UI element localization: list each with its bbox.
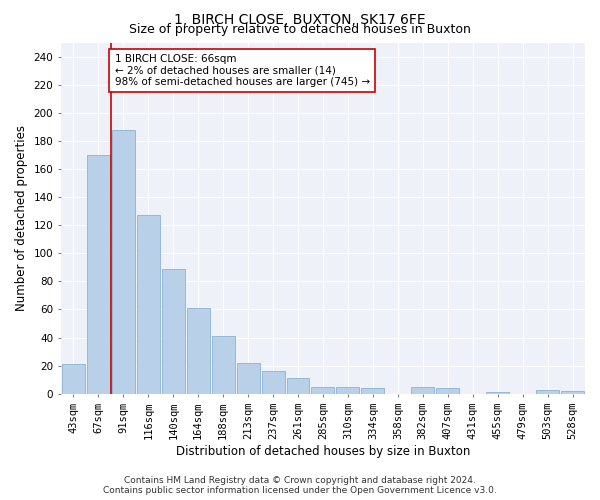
- Bar: [311, 387, 334, 394]
- Text: Contains HM Land Registry data © Crown copyright and database right 2024.
Contai: Contains HM Land Registry data © Crown c…: [103, 476, 497, 495]
- Bar: [536, 390, 559, 394]
- Y-axis label: Number of detached properties: Number of detached properties: [15, 125, 28, 311]
- Bar: [486, 392, 509, 394]
- Bar: [162, 268, 185, 394]
- Text: 1, BIRCH CLOSE, BUXTON, SK17 6FE: 1, BIRCH CLOSE, BUXTON, SK17 6FE: [174, 12, 426, 26]
- Bar: [87, 155, 110, 394]
- Bar: [287, 378, 310, 394]
- Text: Size of property relative to detached houses in Buxton: Size of property relative to detached ho…: [129, 22, 471, 36]
- Bar: [112, 130, 135, 394]
- Bar: [236, 363, 260, 394]
- Bar: [212, 336, 235, 394]
- Bar: [262, 372, 284, 394]
- Bar: [137, 216, 160, 394]
- Bar: [337, 387, 359, 394]
- X-axis label: Distribution of detached houses by size in Buxton: Distribution of detached houses by size …: [176, 444, 470, 458]
- Text: 1 BIRCH CLOSE: 66sqm
← 2% of detached houses are smaller (14)
98% of semi-detach: 1 BIRCH CLOSE: 66sqm ← 2% of detached ho…: [115, 54, 370, 87]
- Bar: [62, 364, 85, 394]
- Bar: [561, 391, 584, 394]
- Bar: [436, 388, 459, 394]
- Bar: [361, 388, 385, 394]
- Bar: [187, 308, 209, 394]
- Bar: [412, 387, 434, 394]
